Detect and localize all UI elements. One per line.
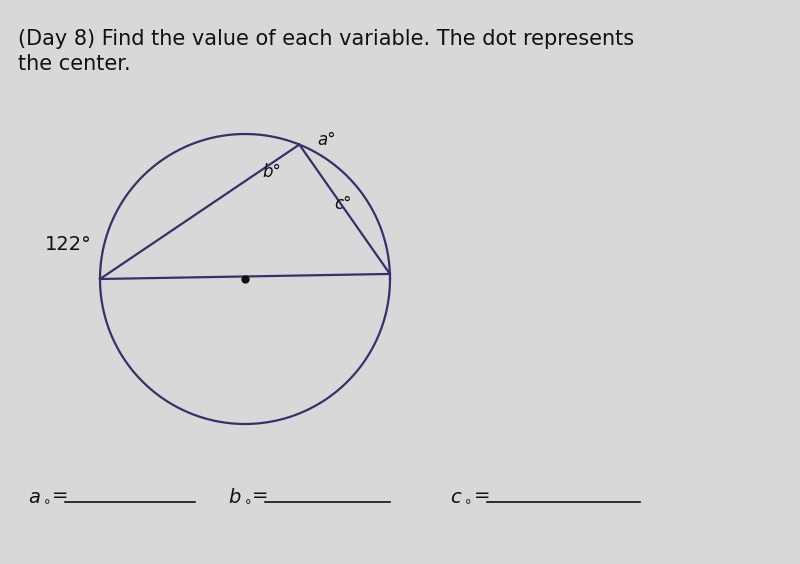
Text: =: =	[252, 487, 269, 505]
Text: $c_\circ$: $c_\circ$	[450, 487, 472, 505]
Text: =: =	[474, 487, 490, 505]
Text: (Day 8) Find the value of each variable. The dot represents: (Day 8) Find the value of each variable.…	[18, 29, 634, 49]
Text: 122°: 122°	[45, 235, 92, 253]
Text: =: =	[52, 487, 69, 505]
Text: $a_\circ$: $a_\circ$	[28, 487, 51, 505]
Text: b°: b°	[262, 162, 282, 180]
Text: c°: c°	[334, 195, 352, 213]
Text: the center.: the center.	[18, 54, 130, 74]
Text: a°: a°	[318, 130, 336, 148]
Text: $b_\circ$: $b_\circ$	[228, 487, 251, 505]
